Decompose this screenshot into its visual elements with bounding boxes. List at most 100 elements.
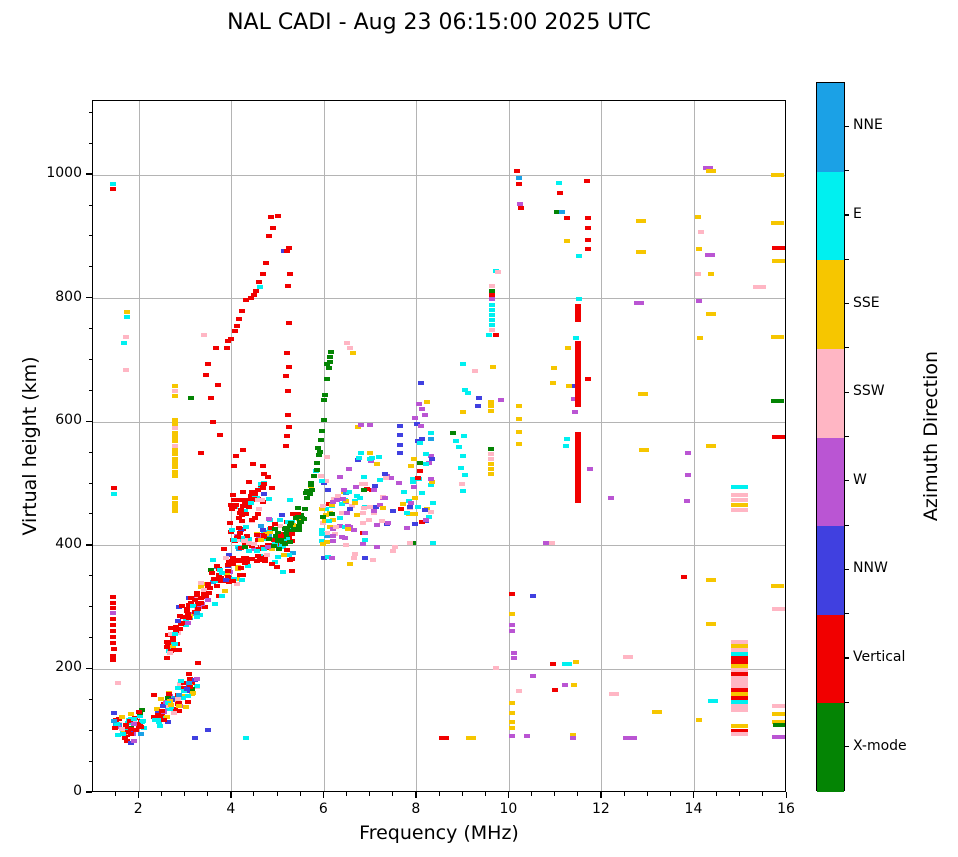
echo-tile — [127, 731, 134, 736]
echo-tile — [162, 704, 169, 709]
echo-tile — [684, 499, 691, 504]
echo-tile — [307, 491, 314, 496]
echo-tile — [361, 505, 368, 510]
echo-tile — [159, 703, 166, 708]
echo-tile — [171, 443, 178, 448]
echo-tile — [401, 490, 408, 495]
echo-tile — [110, 485, 117, 490]
echo-tile — [391, 545, 398, 550]
echo-tile — [133, 727, 140, 732]
x-tick-minor — [461, 792, 463, 796]
y-tick-label: 400 — [55, 535, 82, 552]
y-tick-label: 1000 — [46, 165, 82, 182]
echo-tile — [344, 341, 351, 346]
echo-tile — [238, 519, 245, 524]
gridline-x — [323, 101, 325, 791]
x-tick-minor — [299, 792, 301, 796]
echo-tile — [333, 497, 340, 502]
echo-tile — [703, 165, 714, 170]
echo-tile — [553, 210, 560, 215]
echo-tile — [202, 594, 209, 599]
echo-tile — [439, 736, 450, 740]
echo-tile — [226, 580, 233, 585]
echo-tile — [137, 713, 144, 718]
echo-tile — [752, 284, 766, 289]
echo-tile — [730, 684, 748, 689]
echo-tile — [123, 310, 130, 315]
echo-tile — [321, 398, 328, 402]
y-tick-minor — [88, 359, 92, 360]
echo-tile — [246, 479, 253, 484]
echo-tile — [242, 511, 249, 516]
echo-tile — [325, 366, 332, 371]
echo-tile — [177, 626, 184, 631]
echo-tile — [352, 485, 359, 490]
echo-tile — [184, 693, 191, 698]
echo-tile — [422, 517, 429, 522]
echo-tile — [337, 515, 344, 520]
echo-tile — [185, 672, 192, 677]
echo-vertical-bar — [575, 341, 582, 407]
echo-tile — [272, 533, 279, 538]
echo-tile — [211, 577, 218, 582]
y-tick-minor — [88, 513, 92, 515]
colorbar-boundary-tick — [845, 347, 849, 349]
echo-tile — [266, 534, 273, 539]
echo-tile — [342, 499, 349, 504]
echo-tile — [509, 734, 516, 739]
echo-tile — [287, 272, 294, 276]
echo-tile — [410, 479, 417, 484]
echo-tile — [171, 389, 178, 394]
colorbar-label-vertical: Vertical — [853, 649, 906, 666]
echo-tile — [236, 515, 243, 520]
echo-tile — [184, 607, 191, 612]
echo-tile — [346, 467, 353, 472]
echo-tile — [474, 404, 481, 409]
echo-tile — [418, 381, 425, 386]
echo-tile — [167, 625, 174, 630]
echo-tile — [245, 536, 252, 541]
echo-tile — [427, 483, 434, 488]
echo-tile — [235, 526, 242, 531]
echo-tile — [730, 668, 748, 673]
echo-tile — [236, 317, 243, 322]
echo-tile — [127, 719, 134, 724]
echo-tile — [308, 488, 315, 493]
echo-tile — [275, 538, 282, 543]
echo-tile — [185, 621, 192, 626]
echo-tile — [462, 473, 469, 478]
echo-tile — [184, 699, 191, 704]
echo-tile — [344, 526, 351, 531]
echo-tile — [475, 396, 482, 401]
x-tick-minor — [253, 792, 255, 796]
echo-tile — [417, 461, 424, 466]
echo-tile — [217, 567, 224, 572]
echo-tile — [109, 616, 116, 621]
echo-tile — [771, 221, 785, 226]
echo-tile — [488, 293, 495, 297]
echo-tile — [314, 446, 321, 451]
echo-tile — [301, 507, 308, 512]
echo-tile — [355, 456, 362, 461]
echo-tile — [771, 584, 785, 589]
echo-tile — [158, 709, 165, 714]
echo-tile — [487, 399, 494, 404]
x-tick-minor — [276, 792, 278, 796]
echo-tile — [562, 444, 569, 449]
echo-tile — [285, 412, 292, 417]
echo-tile — [704, 253, 715, 258]
echo-tile — [403, 511, 410, 516]
echo-tile — [408, 464, 415, 469]
echo-tile — [161, 717, 168, 722]
echo-tile — [373, 523, 380, 528]
x-tick-major — [322, 792, 325, 798]
x-tick-label: 6 — [318, 801, 328, 817]
echo-tile — [198, 600, 205, 605]
echo-tile — [128, 717, 135, 721]
echo-tile — [171, 509, 178, 514]
echo-tile — [240, 539, 247, 544]
echo-tile — [339, 497, 346, 502]
echo-tile — [164, 656, 171, 661]
echo-tile — [284, 284, 291, 289]
echo-tile — [264, 474, 271, 479]
